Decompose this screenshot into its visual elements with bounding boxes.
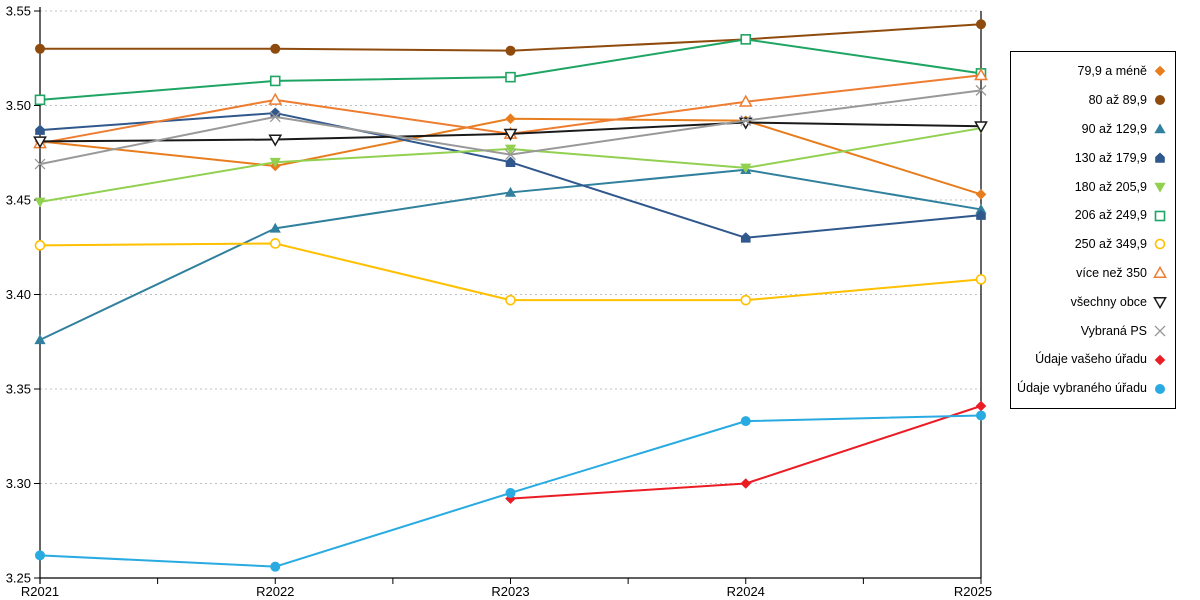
svg-text:3.50: 3.50 xyxy=(6,98,31,113)
legend-marker-x-icon xyxy=(1152,323,1168,339)
legend-item: všechny obce xyxy=(1011,288,1175,317)
svg-text:R2022: R2022 xyxy=(256,584,294,599)
legend-item: 79,9 a méně xyxy=(1011,57,1175,86)
legend-item: více než 350 xyxy=(1011,259,1175,288)
legend-label: 250 až 349,9 xyxy=(1074,237,1147,252)
legend-label: 80 až 89,9 xyxy=(1088,93,1147,108)
svg-text:R2025: R2025 xyxy=(954,584,992,599)
legend-item: Údaje vybraného úřadu xyxy=(1011,374,1175,403)
legend-marker-square-open-icon xyxy=(1152,208,1168,224)
legend-marker-triangle-down-icon xyxy=(1152,179,1168,195)
legend-item: 250 až 349,9 xyxy=(1011,230,1175,259)
legend-item: 130 až 179,9 xyxy=(1011,144,1175,173)
svg-text:3.55: 3.55 xyxy=(6,4,31,19)
svg-text:R2023: R2023 xyxy=(491,584,529,599)
legend-item: Údaje vašeho úřadu xyxy=(1011,345,1175,374)
legend-marker-circle-icon xyxy=(1152,92,1168,108)
legend-marker-pentagon-icon xyxy=(1152,150,1168,166)
legend-item: 80 až 89,9 xyxy=(1011,86,1175,115)
legend-label: Údaje vybraného úřadu xyxy=(1017,381,1147,396)
svg-text:3.35: 3.35 xyxy=(6,382,31,397)
svg-text:3.40: 3.40 xyxy=(6,287,31,302)
legend-label: Vybraná PS xyxy=(1080,323,1147,338)
legend-label: 90 až 129,9 xyxy=(1081,121,1147,136)
legend-marker-triangle-down-open-icon xyxy=(1152,294,1168,310)
legend-marker-diamond-icon xyxy=(1152,352,1168,368)
legend-item: 180 až 205,9 xyxy=(1011,172,1175,201)
legend-label: 79,9 a méně xyxy=(1077,64,1148,79)
svg-text:3.25: 3.25 xyxy=(6,571,31,586)
legend-label: všechny obce xyxy=(1070,294,1147,309)
legend-label: Údaje vašeho úřadu xyxy=(1035,352,1147,367)
legend-marker-triangle-up-open-icon xyxy=(1152,265,1168,281)
legend-label: 180 až 205,9 xyxy=(1074,179,1147,194)
legend-marker-circle-icon xyxy=(1152,381,1168,397)
legend-marker-circle-open-icon xyxy=(1152,236,1168,252)
svg-text:3.45: 3.45 xyxy=(6,193,31,208)
legend-marker-triangle-up-icon xyxy=(1152,121,1168,137)
legend-marker-diamond-icon xyxy=(1152,63,1168,79)
svg-text:R2024: R2024 xyxy=(727,584,765,599)
legend-label: 206 až 249,9 xyxy=(1074,208,1147,223)
legend-item: Vybraná PS xyxy=(1011,316,1175,345)
legend-label: více než 350 xyxy=(1076,265,1147,280)
svg-text:R2021: R2021 xyxy=(21,584,59,599)
legend-item: 206 až 249,9 xyxy=(1011,201,1175,230)
chart-legend: 79,9 a méně 80 až 89,9 90 až 129,9 130 a… xyxy=(1010,51,1176,409)
svg-text:3.30: 3.30 xyxy=(6,476,31,491)
legend-label: 130 až 179,9 xyxy=(1074,150,1147,165)
legend-item: 90 až 129,9 xyxy=(1011,115,1175,144)
